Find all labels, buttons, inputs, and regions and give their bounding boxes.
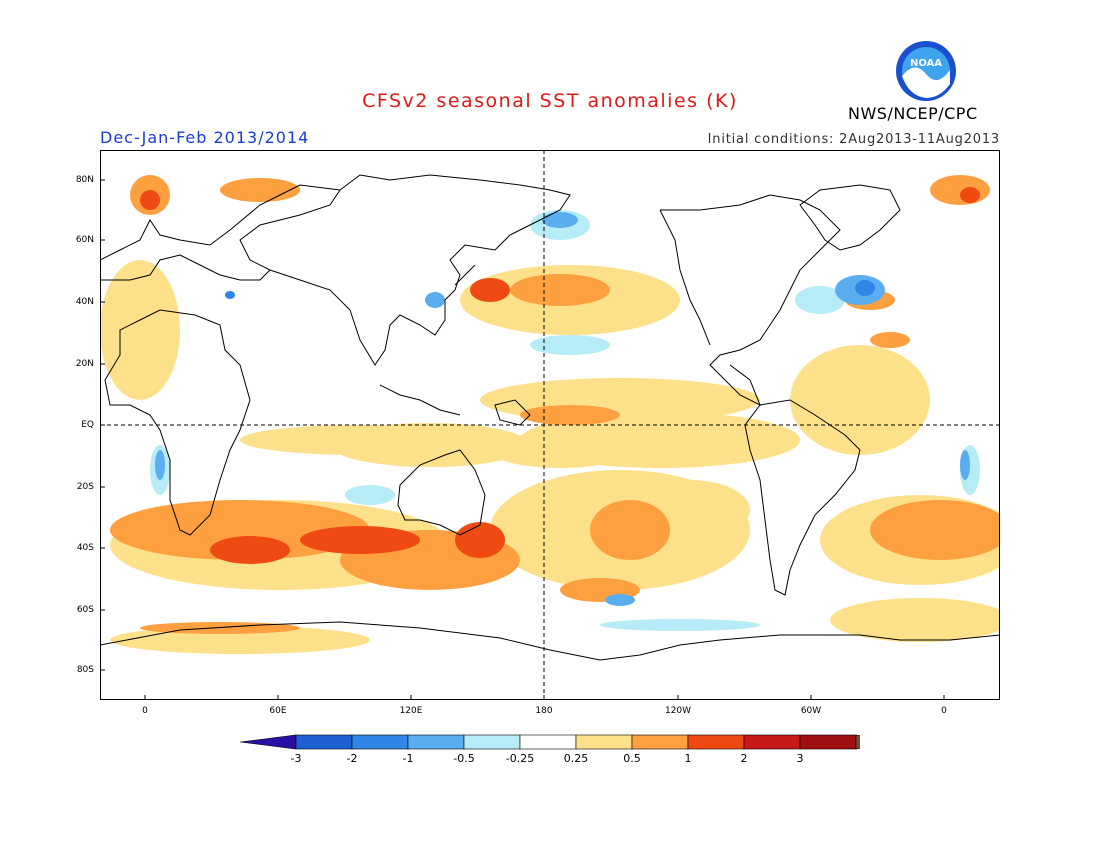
colorbar-segment [295,734,353,750]
colorbar-segment [743,734,801,750]
colorbar-tick-label: 0.5 [623,752,641,765]
colorbar [239,733,913,773]
agency-label: NWS/NCEP/CPC [848,104,978,123]
colorbar-tick-label: -1 [402,752,414,765]
colorbar-segment [575,734,633,750]
sst-anomaly-map [100,150,1000,700]
colorbar-segment [239,734,297,750]
lon-label: 0 [941,706,947,716]
warm-anomaly-strong-regions [140,187,980,564]
lon-label: 120E [399,706,423,716]
colorbar-tick-label: 1 [684,752,692,765]
lat-label: 40N [75,297,94,307]
colorbar-segment [519,734,577,750]
colorbar-segment [463,734,521,750]
colorbar-tick-label: -3 [290,752,302,765]
colorbar-tick-label: 2 [740,752,748,765]
map-title: CFSv2 seasonal SST anomalies (K) [362,90,738,112]
lat-label: 80S [76,665,94,675]
colorbar-tick-label: -0.5 [453,752,475,765]
colorbar-segment [407,734,465,750]
colorbar-segment [687,734,745,750]
colorbar-tick-label: 3 [796,752,804,765]
colorbar-tick-label: -2 [346,752,358,765]
lat-label: 60N [75,235,94,245]
colorbar-tick-label: 0.25 [563,752,589,765]
cool-anomaly-strong-regions [225,280,875,299]
colorbar-segment [631,734,689,750]
colorbar-segment [799,734,857,750]
season-label: Dec-Jan-Feb 2013/2014 [100,128,310,147]
noaa-logo: NOAA [895,40,957,102]
colorbar-tick-label: -0.25 [505,752,535,765]
lat-label: EQ [81,420,94,430]
lon-label: 60W [800,706,822,716]
lon-label: 60E [269,706,287,716]
colorbar-segment [855,734,913,750]
lat-label: 20N [75,359,94,369]
lat-label: 80N [75,175,94,185]
axis-ticks [100,179,945,700]
lon-label: 180 [535,706,553,716]
lon-label: 0 [142,706,148,716]
noaa-logo-text: NOAA [910,58,942,69]
lat-label: 60S [76,605,94,615]
lat-label: 20S [76,482,94,492]
colorbar-segment [351,734,409,750]
lon-label: 120W [664,706,692,716]
lat-label: 40S [76,543,94,553]
initial-conditions-label: Initial conditions: 2Aug2013-11Aug2013 [707,132,1000,147]
